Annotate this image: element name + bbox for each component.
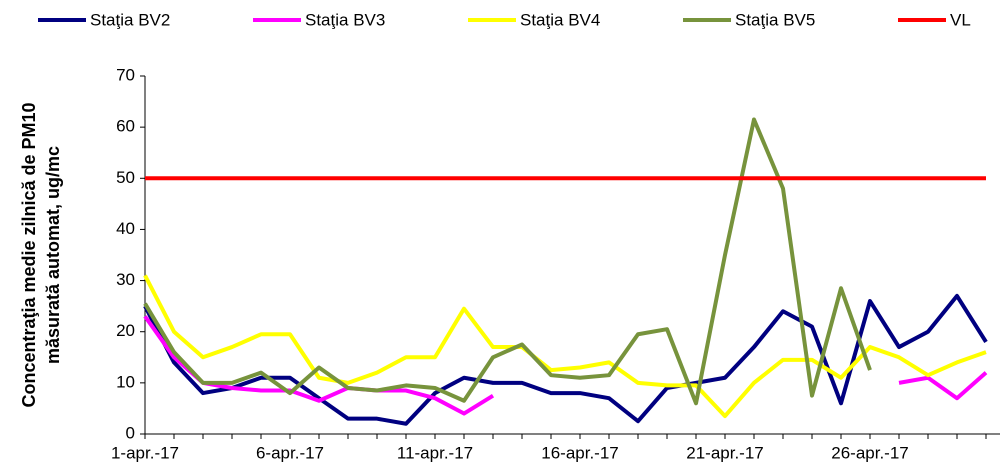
y-tick-label: 40	[116, 219, 135, 238]
y-axis-title: măsurată automat, ug/mc	[43, 146, 63, 364]
y-tick-label: 50	[116, 168, 135, 187]
series-line	[898, 371, 988, 401]
x-tick-label: 6-apr.-17	[256, 443, 324, 462]
series-line	[143, 315, 495, 416]
y-axis-title: Concentraţia medie zilnică de PM10	[19, 102, 39, 407]
y-tick-label: 30	[116, 270, 135, 289]
series-line	[143, 117, 872, 406]
legend-label: Staţia BV3	[305, 10, 385, 29]
x-tick-label: 11-apr.-17	[397, 443, 473, 462]
legend-label: Staţia BV4	[520, 10, 600, 29]
legend-label: Staţia BV2	[90, 10, 170, 29]
legend-label: Staţia BV5	[735, 10, 815, 29]
y-tick-label: 60	[116, 117, 135, 136]
x-tick-label: 1-apr.-17	[111, 443, 179, 462]
y-tick-label: 0	[126, 423, 135, 442]
x-tick-label: 21-apr.-17	[686, 443, 764, 462]
legend-label: VL	[950, 10, 971, 29]
x-tick-label: 26-apr.-17	[831, 443, 909, 462]
y-tick-label: 70	[116, 65, 135, 84]
x-tick-label: 16-apr.-17	[541, 443, 619, 462]
series-line	[143, 274, 987, 419]
series-line	[143, 293, 988, 426]
y-tick-label: 20	[116, 321, 135, 340]
y-tick-label: 10	[116, 372, 135, 391]
